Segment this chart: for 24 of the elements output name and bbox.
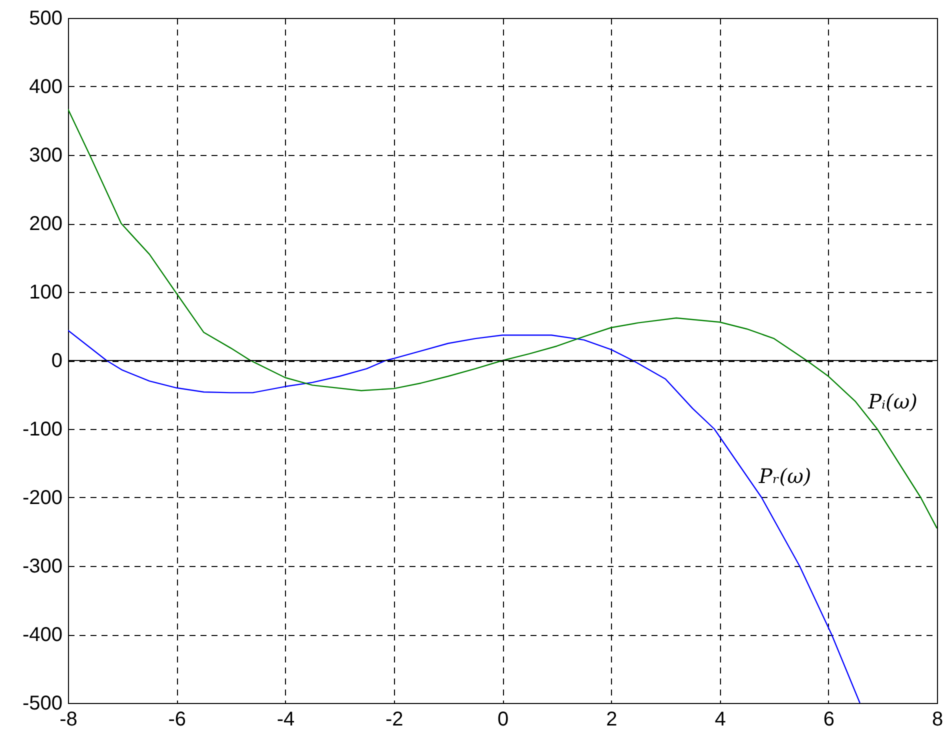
x-tick-label: 4 xyxy=(714,708,726,730)
y-tick-label: -300 xyxy=(22,556,62,578)
annotation: Pᵣ(ω) xyxy=(758,464,812,488)
x-tick-label: -6 xyxy=(168,708,186,730)
x-tick-label: 2 xyxy=(606,708,618,730)
line-series xyxy=(68,330,860,703)
y-tick-label: -500 xyxy=(22,692,62,714)
x-tick-label: 0 xyxy=(497,708,509,730)
y-tick-label: 200 xyxy=(29,213,62,235)
y-tick-label: 100 xyxy=(29,282,62,304)
x-tick-label: -2 xyxy=(385,708,404,730)
line-series xyxy=(68,108,937,529)
y-tick-label: 500 xyxy=(29,8,62,30)
y-tick-label: 400 xyxy=(29,76,62,98)
annotation: Pᵢ(ω) xyxy=(867,389,918,414)
x-tick-label: -8 xyxy=(60,708,78,730)
x-tick-label: 8 xyxy=(932,708,944,730)
y-tick-label: -400 xyxy=(22,624,62,646)
y-tick-label: -200 xyxy=(22,487,62,509)
y-tick-label: 0 xyxy=(51,350,62,372)
x-tick-label: 6 xyxy=(823,708,834,730)
x-tick-label: -4 xyxy=(276,708,295,730)
y-tick-label: -100 xyxy=(22,418,62,440)
y-tick-label: 300 xyxy=(29,144,62,166)
